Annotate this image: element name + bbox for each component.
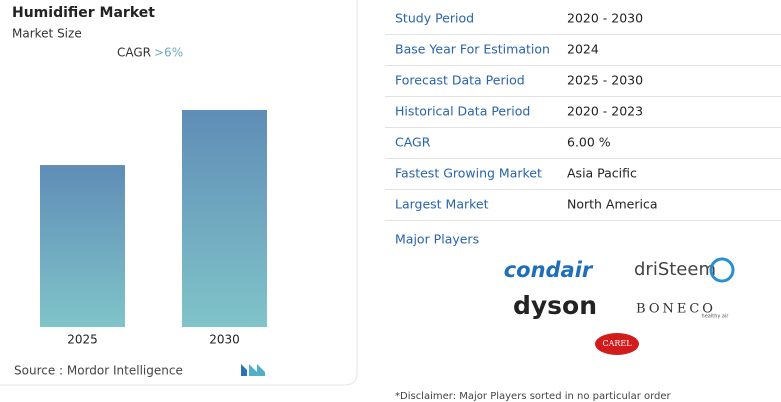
logo: driSteem: [634, 259, 716, 280]
row-value: Asia Pacific: [567, 166, 637, 181]
cagr-label: CAGR: [117, 46, 151, 60]
logo-mark: [709, 257, 735, 283]
logo: BONECO: [636, 302, 716, 317]
row-label: Base Year For Estimation: [395, 42, 550, 57]
cagr-value: >6%: [154, 46, 183, 60]
logo: CAREL: [602, 339, 632, 348]
row-label: Largest Market: [395, 197, 489, 212]
logo: healthy air: [702, 314, 730, 320]
row-label: CAGR: [395, 135, 431, 150]
x-tick-label: 2025: [67, 333, 98, 347]
row-value: 2025 - 2030: [567, 73, 643, 88]
row-label: Study Period: [395, 11, 474, 26]
panel-border: [0, 0, 358, 386]
logo-mark: [595, 333, 639, 355]
table: Study Period 2020 - 2030 Base Year For Est…: [385, 11, 781, 221]
row-label: Historical Data Period: [395, 104, 530, 119]
bar: [40, 165, 125, 327]
chart-title: Humidifier Market: [12, 5, 155, 21]
bar: [182, 110, 267, 327]
source: Source : Mordor Intelligence: [14, 364, 183, 378]
logo: dyson: [513, 291, 597, 320]
disclaimer: *Disclaimer: Major Players sorted in no …: [395, 391, 672, 402]
row-value: North America: [567, 197, 658, 212]
chart-subtitle: Market Size: [12, 27, 82, 41]
players-title: Major Players: [395, 232, 479, 247]
x-tick-label: 2030: [209, 333, 240, 347]
row-value: 6.00 %: [567, 135, 611, 150]
row-label: Fastest Growing Market: [395, 166, 542, 181]
row-value: 2024: [567, 42, 599, 57]
row-value: 2020 - 2030: [567, 11, 643, 26]
row-label: Forecast Data Period: [395, 73, 525, 88]
logo: condair: [504, 258, 594, 282]
brand-icon: [241, 364, 265, 376]
row-value: 2020 - 2023: [567, 104, 643, 119]
